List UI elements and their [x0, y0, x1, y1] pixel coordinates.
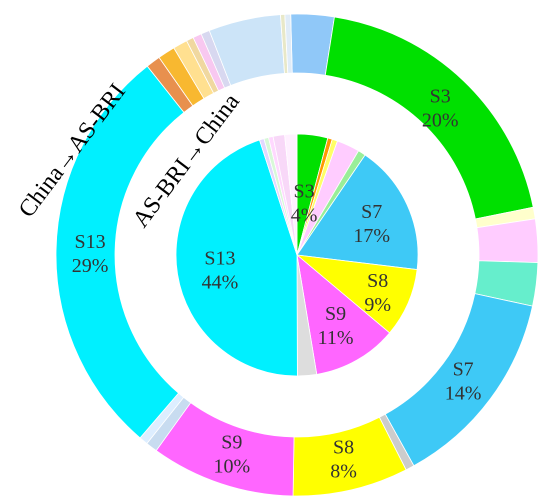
inner-slice-s13: [175, 139, 298, 377]
outer-slice-s13: [55, 65, 185, 439]
inner-label-s3: S3 4%: [291, 180, 318, 226]
inner-slice-s7: [296, 154, 419, 271]
inner-slice-s9: [296, 253, 391, 375]
outer-slice-minor-20: [284, 13, 293, 74]
outer-label-s3: S3 20%: [422, 85, 459, 131]
inner-label-s7: S7 17%: [353, 201, 390, 247]
inner-ring: [175, 133, 419, 377]
inner-label-s13: S13 44%: [202, 247, 239, 293]
inner-label-s8: S8 9%: [364, 270, 391, 316]
outer-label-s9: S9 10%: [214, 431, 251, 477]
outer-label-s7: S7 14%: [445, 358, 482, 404]
inner-label-s9: S9 11%: [318, 303, 354, 349]
slice-labels: S3 20% S7 14% S8 8% S9 10% S13 29% S3 4% S7 17% S8 9% S9…: [72, 85, 482, 482]
outer-ring: [55, 13, 539, 497]
inner-slice-minor-14: [284, 133, 298, 256]
outer-label-s13: S13 29%: [72, 231, 109, 277]
outer-label-s8: S8 8%: [330, 437, 357, 483]
